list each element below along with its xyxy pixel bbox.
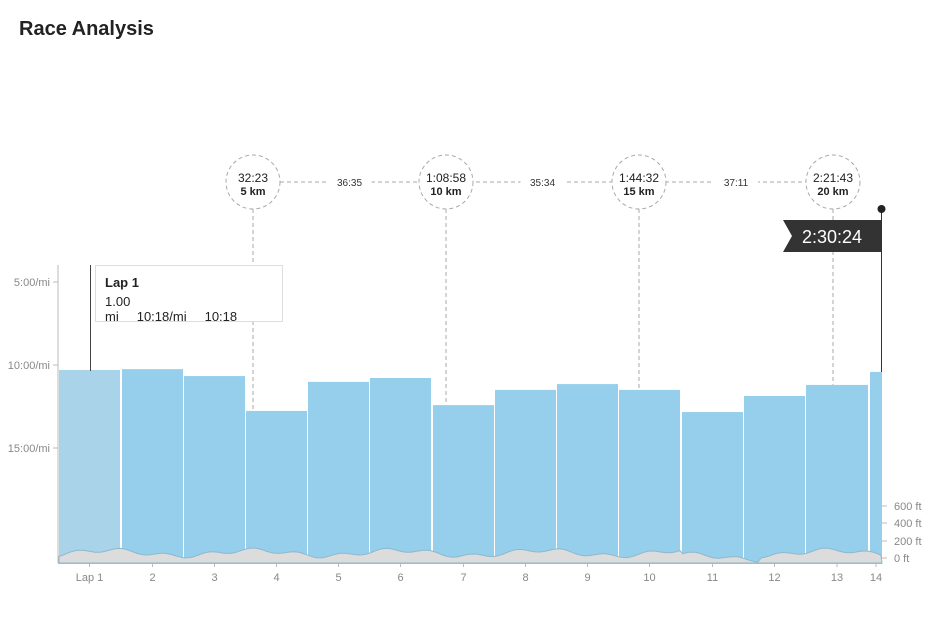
tooltip-distance: 1.00 mi	[105, 294, 131, 324]
tooltip-pace: 10:18/mi	[136, 309, 187, 324]
interval-bg	[327, 174, 372, 188]
split-circle	[611, 154, 667, 210]
pace-bar	[744, 395, 805, 563]
interval-bg	[520, 174, 565, 188]
elevation-profile	[58, 547, 883, 564]
x-tick-label: 11	[707, 572, 718, 584]
pace-bar	[619, 389, 680, 563]
pace-bar	[870, 371, 882, 563]
split-interval: 36:35	[337, 178, 362, 189]
y-tick-label: 15:00/mi	[8, 443, 50, 455]
page-title: Race Analysis	[19, 18, 154, 40]
pace-bar	[682, 412, 743, 563]
split-distance: 5 km	[240, 186, 265, 198]
x-tick-label: Lap 1	[76, 572, 104, 584]
y-tick-label: 10:00/mi	[8, 360, 50, 372]
finish-time: 2:30:24	[802, 227, 862, 247]
lap-tooltip: Lap 1 1.00 mi 10:18/mi 10:18	[95, 265, 283, 324]
pace-bar	[433, 405, 494, 563]
x-tick-label: 4	[273, 572, 279, 584]
tooltip-title: Lap 1	[105, 275, 139, 290]
x-tick-label: 10	[643, 572, 655, 584]
x-tick-label: 12	[768, 572, 780, 584]
pace-bar	[308, 381, 369, 563]
tooltip-time: 10:18	[204, 309, 238, 324]
split-distance: 20 km	[817, 186, 848, 198]
elevation-tick-label: 200 ft	[894, 536, 922, 548]
x-tick-label: 8	[522, 572, 528, 584]
split-circle	[805, 154, 861, 210]
x-tick-label: 3	[211, 572, 217, 584]
pace-bar	[557, 384, 618, 563]
split-interval: 35:34	[530, 178, 555, 189]
split-circle	[418, 154, 474, 210]
x-tick-label: 9	[584, 572, 590, 584]
pace-bar	[370, 378, 431, 563]
pace-bar	[184, 376, 245, 563]
elevation-tick-label: 0 ft	[894, 553, 909, 565]
split-distance: 15 km	[623, 186, 654, 198]
y-tick-label: 5:00/mi	[14, 277, 50, 289]
split-distance: 10 km	[430, 186, 461, 198]
pace-bar	[122, 369, 183, 563]
split-interval: 37:11	[724, 178, 749, 189]
x-tick-label: 13	[831, 572, 843, 584]
elevation-tick-label: 400 ft	[894, 518, 922, 530]
x-tick-label: 14	[870, 572, 882, 584]
split-time: 1:44:32	[619, 171, 659, 185]
x-tick-label: 2	[149, 572, 155, 584]
interval-bg	[714, 174, 758, 188]
pace-bar	[59, 369, 120, 563]
x-tick-label: 7	[460, 572, 466, 584]
split-time: 1:08:58	[426, 171, 466, 185]
pace-bar	[246, 410, 307, 563]
elevation-tick-label: 600 ft	[894, 501, 922, 513]
x-tick-label: 5	[335, 572, 341, 584]
split-time: 32:23	[238, 171, 268, 185]
pace-bar	[806, 384, 868, 563]
x-tick-label: 6	[397, 572, 403, 584]
split-time: 2:21:43	[813, 171, 853, 185]
pace-bar	[495, 389, 556, 563]
finish-dot	[877, 205, 886, 213]
finish-flag	[783, 220, 881, 252]
split-circle	[225, 154, 281, 210]
